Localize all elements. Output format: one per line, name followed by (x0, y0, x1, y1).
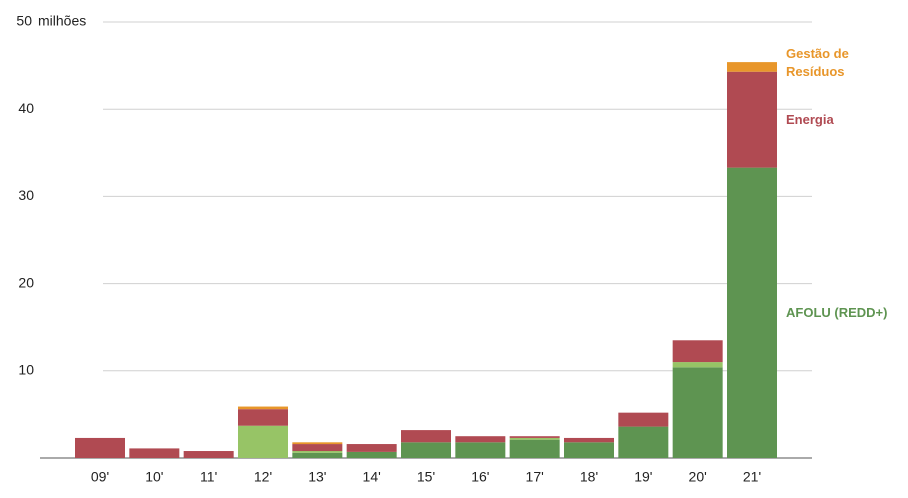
bar-segment (618, 412, 669, 427)
bar-segment (238, 406, 288, 410)
series-label: Energia (786, 111, 834, 127)
bar-segment (727, 71, 777, 168)
bar-segment (75, 437, 125, 458)
bar-segment (238, 425, 288, 458)
bar-segment (618, 426, 669, 458)
bar-segment (727, 62, 777, 72)
x-tick-label: 16' (471, 469, 489, 485)
series-label: AFOLU (REDD+) (786, 304, 888, 320)
x-tick-label: 19' (634, 469, 652, 485)
bar-segment (672, 362, 723, 368)
bar-segment (292, 442, 343, 445)
y-tick-label: 50 (16, 13, 32, 29)
x-tick-label: 18' (580, 469, 598, 485)
y-unit: milhões (38, 13, 86, 29)
x-tick-label: 13' (308, 469, 326, 485)
x-tick-label: 12' (254, 469, 272, 485)
x-tick-label: 09' (91, 469, 109, 485)
bar-segment (292, 444, 343, 452)
x-tick-label: 21' (743, 469, 761, 485)
y-tick-label: 40 (18, 100, 34, 116)
bar-segment (346, 444, 397, 452)
bar-segment (238, 409, 288, 426)
bar-segment (727, 167, 777, 458)
x-tick-label: 11' (200, 469, 217, 485)
bar-segment (129, 448, 180, 458)
bar-segment (509, 436, 560, 438)
x-tick-label: 17' (526, 469, 544, 485)
bar-segment (183, 451, 234, 458)
bar-segment (672, 367, 723, 458)
bar-segment (455, 442, 506, 458)
x-tick-label: 20' (689, 469, 707, 485)
bar-segment (564, 442, 614, 458)
bar-segment (672, 340, 723, 363)
bar-segment (509, 439, 560, 458)
bar-segment (292, 451, 343, 453)
x-tick-label: 10' (145, 469, 163, 485)
bar-segment (401, 430, 451, 443)
bar-segment (292, 452, 343, 458)
x-tick-label: 15' (417, 469, 435, 485)
series-label: Gestão de Resíduos (786, 45, 849, 79)
bar-segment (455, 436, 506, 443)
y-tick-label: 30 (18, 187, 34, 203)
y-tick-label: 10 (18, 362, 34, 378)
bar-segment (564, 437, 614, 443)
bar-segment (401, 442, 451, 458)
x-tick-label: 14' (363, 469, 381, 485)
bar-segment (346, 451, 397, 458)
y-tick-label: 20 (18, 274, 34, 290)
bar-segment (509, 437, 560, 440)
